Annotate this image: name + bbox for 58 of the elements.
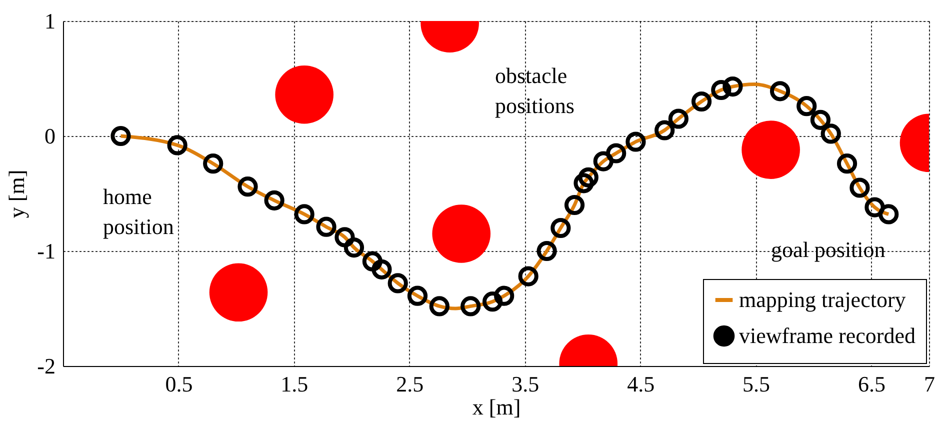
y-tick-label: 0 (44, 124, 56, 148)
x-tick-label: 5.5 (742, 372, 770, 396)
x-tick-label: 6.5 (858, 372, 886, 396)
point (654, 120, 675, 140)
point (518, 266, 538, 286)
legend-label: mapping trajectory (739, 287, 906, 312)
x-tick-label: 3.5 (512, 372, 540, 396)
point (294, 204, 314, 224)
y-axis-title: y [m] (4, 170, 30, 218)
annotation: goal position (771, 237, 886, 262)
x-tick-label: 7 (924, 372, 935, 396)
point (606, 143, 626, 164)
point (722, 76, 743, 97)
point (770, 81, 790, 102)
x-tick-label: 2.5 (396, 372, 424, 396)
point (264, 190, 284, 210)
x-axis-title: x [m] (472, 394, 521, 420)
y-tick-label: -1 (37, 238, 56, 264)
point (362, 251, 383, 272)
point (668, 108, 688, 129)
annotation: home position (103, 184, 174, 239)
point (460, 296, 481, 316)
point (711, 80, 732, 100)
point (167, 135, 188, 156)
point (810, 110, 831, 130)
point (407, 286, 428, 306)
point (691, 91, 712, 112)
point (864, 197, 885, 218)
point (334, 227, 355, 248)
x-tick-label: 0.5 (165, 372, 193, 396)
point (110, 126, 131, 146)
point (820, 124, 841, 144)
point (574, 173, 594, 194)
point (593, 151, 614, 172)
point (796, 96, 817, 116)
point (344, 238, 364, 258)
point (564, 194, 585, 216)
point (429, 296, 450, 316)
point (238, 176, 258, 197)
point (372, 259, 392, 280)
point (550, 218, 571, 238)
x-tick-label: 1.5 (280, 372, 308, 396)
point (494, 286, 514, 306)
point (203, 154, 224, 174)
y-tick-label: 1 (44, 8, 56, 34)
point (578, 167, 598, 188)
point (536, 240, 557, 262)
point (482, 292, 503, 312)
point (388, 273, 408, 294)
annotation: obstacle positions (495, 63, 574, 118)
legend-label: viewframe recorded (739, 323, 916, 348)
y-tick-label: -2 (37, 354, 56, 378)
point (878, 204, 899, 224)
point (316, 216, 336, 237)
point (836, 154, 858, 174)
point (626, 132, 646, 152)
point (850, 178, 870, 198)
x-tick-label: 4.5 (627, 372, 655, 396)
